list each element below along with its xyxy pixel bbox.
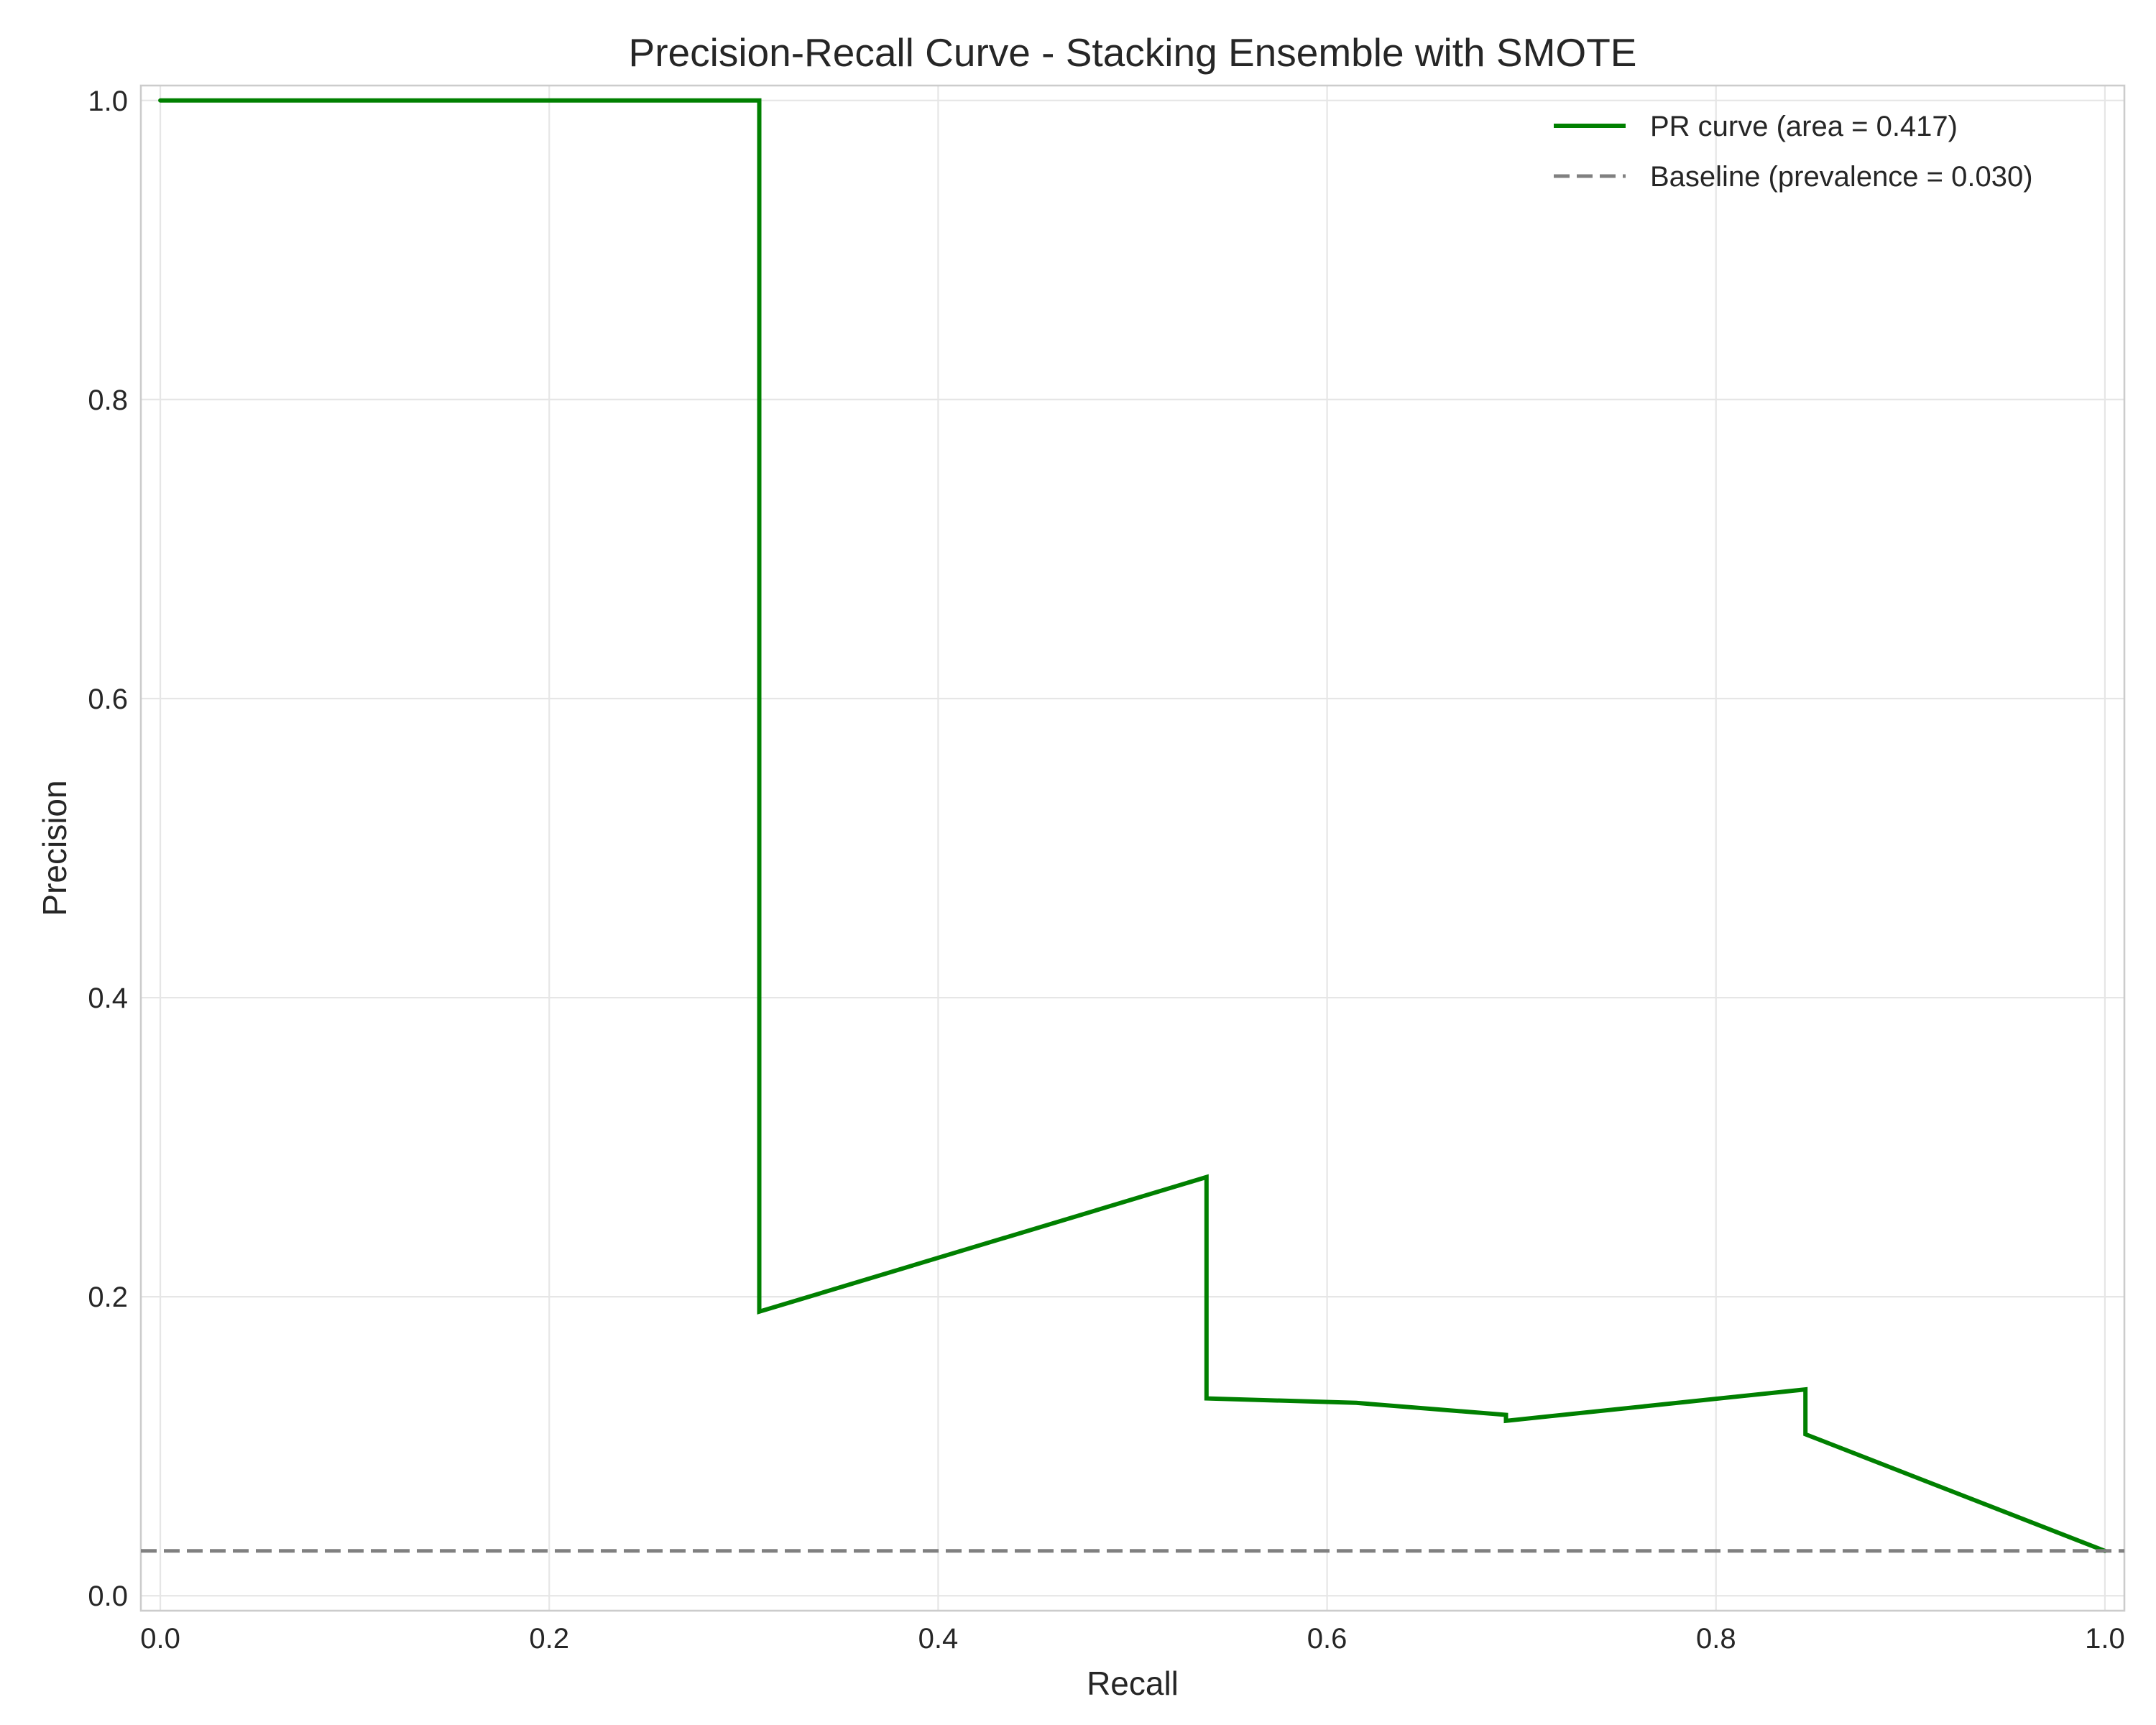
x-tick-label: 0.0	[140, 1623, 180, 1655]
x-tick-label: 0.2	[529, 1623, 569, 1655]
x-axis-label: Recall	[1087, 1665, 1179, 1702]
x-tick-label: 1.0	[2085, 1623, 2125, 1655]
pr-curve-line	[158, 98, 2107, 1553]
y-tick-label: 0.4	[88, 983, 128, 1014]
y-tick-label: 1.0	[88, 86, 128, 117]
legend-entry-label: PR curve (area = 0.417)	[1650, 111, 1958, 142]
y-tick-label: 0.2	[88, 1282, 128, 1313]
x-tick-label: 0.6	[1307, 1623, 1348, 1655]
y-tick-label: 0.8	[88, 385, 128, 416]
x-tick-label: 0.8	[1696, 1623, 1736, 1655]
y-tick-label: 0.0	[88, 1581, 128, 1612]
x-tick-labels: 0.0 0.2 0.4 0.6 0.8 1.0	[140, 1623, 2124, 1655]
series-layer	[141, 98, 2124, 1553]
x-tick-label: 0.4	[918, 1623, 959, 1655]
y-tick-labels: 0.0 0.2 0.4 0.6 0.8 1.0	[88, 86, 128, 1612]
y-axis-label: Precision	[36, 780, 73, 916]
chart-title: Precision-Recall Curve - Stacking Ensemb…	[629, 30, 1637, 75]
y-tick-label: 0.6	[88, 684, 128, 715]
legend: PR curve (area = 0.417) Baseline (prevale…	[1554, 111, 2033, 193]
legend-entry-label: Baseline (prevalence = 0.030)	[1650, 161, 2033, 193]
plot-frame	[139, 84, 2126, 1612]
